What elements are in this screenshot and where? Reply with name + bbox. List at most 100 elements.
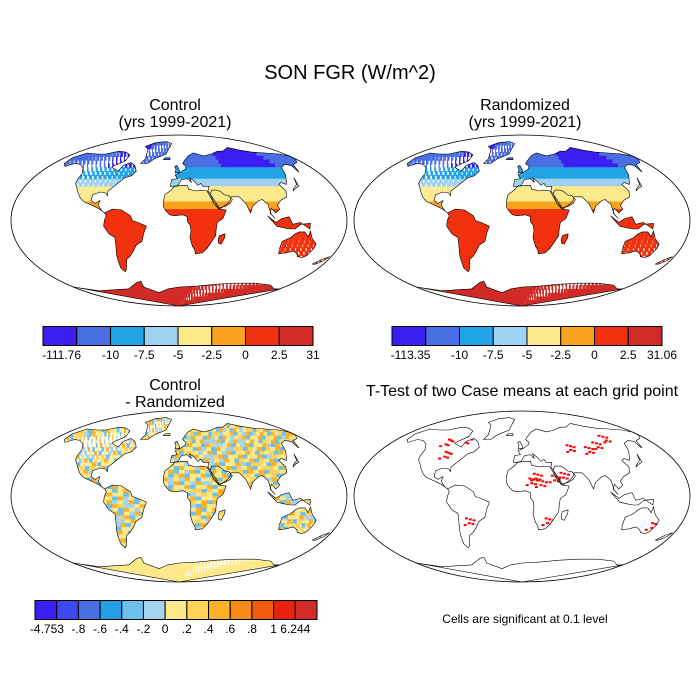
grid-cell	[562, 258, 567, 264]
grid-cell	[193, 155, 200, 161]
grid-cell	[135, 178, 140, 184]
grid-cell	[170, 292, 175, 298]
grid-cell	[198, 159, 206, 165]
grid-cell	[658, 250, 662, 256]
grid-cell	[227, 197, 235, 203]
grid-cell	[189, 141, 196, 146]
grid-cell	[426, 182, 431, 188]
grid-cell	[360, 221, 367, 226]
grid-cell	[494, 224, 501, 230]
grid-cell	[145, 209, 153, 214]
grid-cell	[490, 250, 498, 256]
grid-cell	[273, 190, 282, 195]
grid-cell	[157, 273, 164, 279]
grid-cell	[648, 205, 657, 211]
grid-cell	[676, 194, 685, 199]
grid-cell	[108, 243, 117, 249]
grid-cell	[542, 163, 550, 169]
grid-cell	[257, 224, 264, 230]
grid-cell	[391, 202, 396, 207]
grid-cell	[635, 266, 638, 271]
grid-cell	[316, 205, 325, 211]
grid-cell	[234, 216, 242, 222]
grid-cell	[458, 193, 464, 199]
grid-cell	[362, 205, 367, 210]
grid-cell	[614, 262, 618, 268]
grid-cell	[193, 262, 199, 268]
grid-cell	[592, 201, 601, 207]
grid-cell	[554, 243, 561, 249]
grid-cell	[488, 155, 492, 161]
grid-cell	[193, 266, 199, 271]
grid-cell	[117, 212, 125, 218]
grid-cell	[536, 141, 544, 146]
grid-cell	[547, 254, 554, 260]
grid-cell	[238, 269, 242, 275]
grid-cell	[461, 205, 468, 211]
grid-cell	[447, 193, 453, 199]
grid-cell	[481, 148, 485, 154]
grid-cell	[26, 240, 34, 245]
grid-cell	[455, 159, 457, 165]
grid-cell	[488, 163, 493, 169]
grid-cell	[187, 273, 193, 279]
grid-cell	[505, 205, 512, 211]
grid-cell	[142, 148, 145, 154]
grid-cell	[637, 205, 646, 211]
grid-cell	[602, 182, 611, 188]
grid-cell	[465, 141, 477, 146]
grid-cell	[151, 239, 159, 245]
grid-cell	[557, 159, 565, 165]
grid-cell	[388, 217, 394, 222]
grid-cell	[415, 247, 424, 252]
grid-cell	[237, 178, 246, 184]
grid-cell	[235, 220, 242, 226]
grid-cell	[474, 266, 482, 271]
grid-cell	[301, 193, 310, 199]
grid-cell	[539, 273, 544, 279]
grid-cell	[536, 155, 543, 161]
grid-cell	[103, 258, 112, 264]
grid-cell	[302, 171, 313, 176]
grid-cell	[141, 247, 149, 252]
grid-cell	[189, 243, 196, 249]
grid-cell	[28, 213, 34, 218]
grid-cell	[90, 209, 97, 214]
grid-cell	[229, 171, 237, 176]
grid-cell	[141, 197, 148, 203]
grid-cell	[414, 197, 420, 203]
grid-cell	[464, 190, 470, 195]
grid-cell	[209, 258, 215, 264]
grid-cell	[551, 155, 559, 161]
grid-cell	[73, 231, 81, 237]
grid-cell	[407, 182, 411, 188]
grid-cell	[242, 262, 247, 268]
grid-cell	[513, 163, 519, 169]
grid-cell	[477, 231, 485, 237]
grid-cell	[609, 273, 611, 279]
grid-cell	[617, 220, 624, 226]
grid-cell	[69, 239, 78, 245]
grid-cell	[279, 228, 286, 233]
grid-cell	[140, 205, 147, 211]
grid-cell	[55, 198, 60, 203]
grid-cell	[79, 250, 88, 256]
grid-cell	[265, 197, 273, 203]
grid-cell	[407, 254, 408, 260]
grid-cell	[494, 228, 501, 233]
grid-cell	[184, 144, 189, 150]
grid-cell	[197, 141, 206, 146]
grid-cell	[545, 144, 553, 150]
grid-cell	[145, 220, 153, 226]
grid-cell	[64, 216, 68, 222]
grid-cell	[637, 235, 644, 241]
grid-cell	[466, 220, 473, 226]
grid-cell	[152, 193, 159, 199]
grid-cell	[653, 239, 658, 245]
grid-cell	[192, 269, 198, 275]
grid-cell	[501, 152, 505, 157]
grid-cell	[212, 216, 220, 222]
grid-cell	[569, 247, 576, 252]
grid-cell	[516, 250, 523, 256]
grid-cell	[649, 262, 651, 268]
